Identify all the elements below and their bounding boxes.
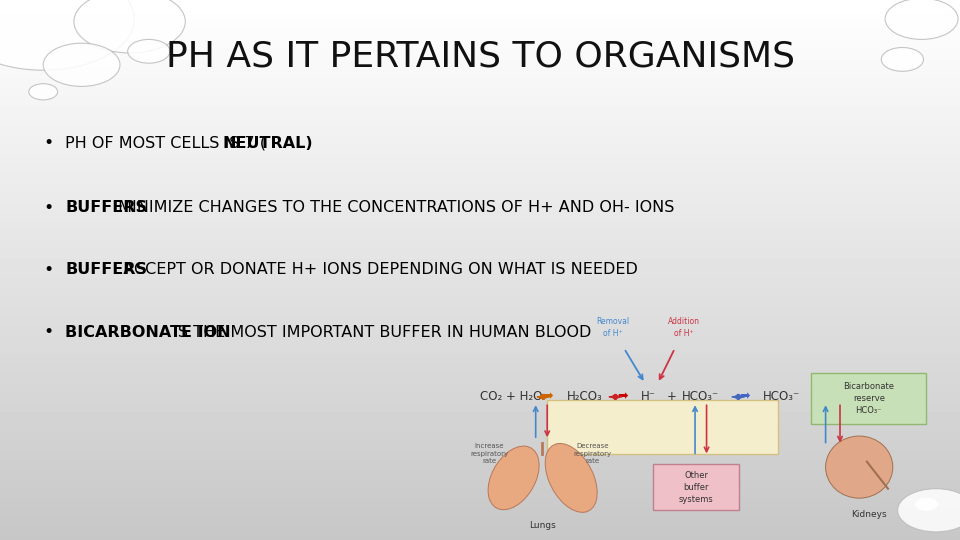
Ellipse shape [545,443,597,512]
Text: IS THE MOST IMPORTANT BUFFER IN HUMAN BLOOD: IS THE MOST IMPORTANT BUFFER IN HUMAN BL… [168,325,591,340]
Circle shape [881,48,924,71]
Circle shape [0,0,48,20]
Circle shape [891,52,903,59]
Text: PH AS IT PERTAINS TO ORGANISMS: PH AS IT PERTAINS TO ORGANISMS [165,40,795,73]
Text: H⁻: H⁻ [641,390,657,403]
Text: MINIMIZE CHANGES TO THE CONCENTRATIONS OF H+ AND OH- IONS: MINIMIZE CHANGES TO THE CONCENTRATIONS O… [113,200,675,215]
Text: •: • [43,261,54,279]
Circle shape [74,0,185,53]
Text: ➡: ➡ [617,390,628,403]
Text: Other
buffer
systems: Other buffer systems [679,471,713,504]
Circle shape [43,43,120,86]
Text: Kidneys: Kidneys [851,510,887,519]
Circle shape [901,7,924,19]
Text: PH OF MOST CELLS IS 7 (: PH OF MOST CELLS IS 7 ( [65,136,266,151]
Text: ➡: ➡ [739,390,750,403]
Text: Addition
of H⁺: Addition of H⁺ [667,318,700,338]
Circle shape [29,84,58,100]
Text: ACCEPT OR DONATE H+ IONS DEPENDING ON WHAT IS NEEDED: ACCEPT OR DONATE H+ IONS DEPENDING ON WH… [113,262,638,278]
Text: BUFFERS: BUFFERS [65,262,147,278]
Text: •: • [43,134,54,152]
Text: •: • [43,199,54,217]
Text: Decrease
respiratory
rate: Decrease respiratory rate [573,443,612,464]
FancyBboxPatch shape [547,400,778,454]
Circle shape [0,0,134,70]
Ellipse shape [488,446,540,510]
Text: HCO₃⁻: HCO₃⁻ [682,390,719,403]
Text: +: + [667,390,677,403]
Text: Removal
of H⁺: Removal of H⁺ [596,318,629,338]
Ellipse shape [826,436,893,498]
Text: •: • [43,323,54,341]
Circle shape [137,44,150,51]
Text: H₂CO₃: H₂CO₃ [566,390,602,403]
Text: Lungs: Lungs [529,521,556,530]
Circle shape [99,3,132,22]
Text: BICARBONATE ION: BICARBONATE ION [65,325,231,340]
Circle shape [898,489,960,532]
Circle shape [128,39,170,63]
Text: HCO₃⁻: HCO₃⁻ [763,390,801,403]
Text: NEUTRAL): NEUTRAL) [223,136,313,151]
Text: CO₂ + H₂O: CO₂ + H₂O [480,390,542,403]
Circle shape [885,0,958,39]
Text: ➡: ➡ [542,390,553,403]
Circle shape [60,52,84,65]
Text: Increase
respiratory
rate: Increase respiratory rate [470,443,509,464]
Text: Bicarbonate
reserve
HCO₃⁻: Bicarbonate reserve HCO₃⁻ [843,382,895,415]
Circle shape [36,87,44,92]
FancyBboxPatch shape [653,464,739,510]
FancyBboxPatch shape [811,373,926,424]
Circle shape [915,498,938,511]
Text: BUFFERS: BUFFERS [65,200,147,215]
